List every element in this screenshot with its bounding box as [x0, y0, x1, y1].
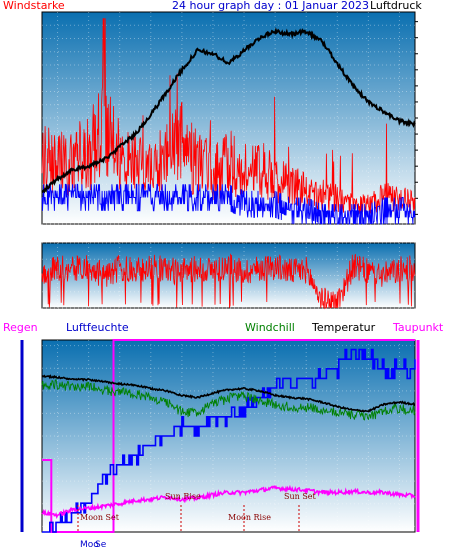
mid-series — [41, 253, 416, 310]
wind-gust-line — [41, 18, 416, 215]
graph-title: 24 hour graph day : 01 Januar 2023 — [172, 0, 369, 12]
bottom-grid — [42, 340, 415, 532]
legend-windchill: Windchill — [245, 321, 295, 334]
top-series — [41, 18, 416, 225]
x-overlay-se: Se — [95, 540, 107, 550]
moonrise-label: Moon Rise — [228, 513, 271, 522]
bottom-plot-area — [41, 339, 416, 533]
legend-temperature: Temperatur — [311, 321, 376, 334]
windchill-line — [41, 378, 416, 421]
sunset-label: Sun Set — [284, 492, 317, 501]
legend-humidity: Luftfeuchte — [66, 321, 129, 334]
legend-dewpoint: Taupunkt — [392, 321, 444, 334]
pressure-line — [41, 27, 416, 194]
sunrise-label: Sun Rise — [165, 492, 201, 501]
humidity-line — [42, 348, 416, 533]
x-overlay-moo: Moo — [80, 540, 99, 550]
pressure-axis-title: Luftdruck — [370, 0, 422, 12]
wind-axis-title: Windstarke — [3, 0, 65, 12]
dewpoint-line — [41, 484, 416, 519]
moonset-label: Moon Set — [80, 513, 120, 522]
mid-panel — [41, 242, 416, 310]
bottom-series — [41, 339, 416, 533]
legend-rain: Regen — [3, 321, 38, 334]
rain-line — [42, 339, 415, 533]
top-pressure-ticks — [415, 21, 418, 215]
temperature-line — [41, 374, 416, 413]
top-panel: Windstarke 24 hour graph day : 01 Januar… — [3, 0, 422, 225]
bottom-panel: Regen Luftfeuchte Windchill Temperatur T… — [3, 321, 444, 550]
wind-average-line — [41, 183, 416, 225]
wind-direction-line — [41, 253, 416, 310]
